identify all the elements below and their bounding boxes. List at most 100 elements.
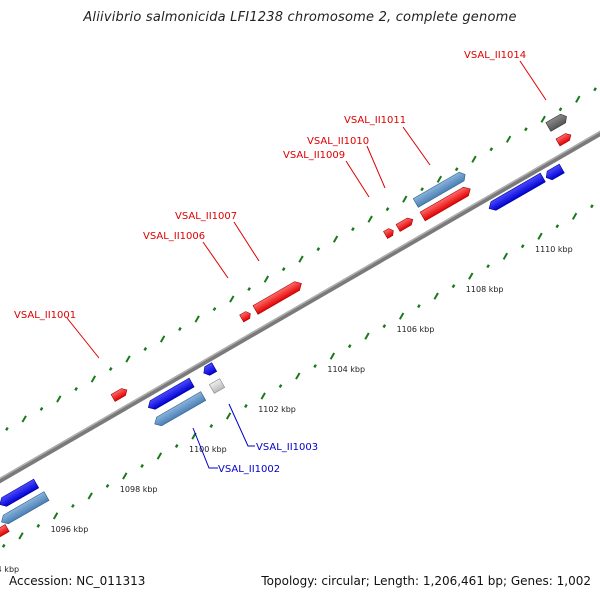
leader-vsal-ii1003 — [228, 403, 255, 447]
major-tick-mark — [229, 295, 235, 303]
gene-feature-forward[interactable] — [419, 185, 473, 222]
gene-label-vsal-ii1010[interactable]: VSAL_II1010 — [307, 136, 369, 147]
gene-label-vsal-ii1003[interactable]: VSAL_II1003 — [256, 442, 318, 453]
major-tick-mark — [364, 332, 370, 340]
major-tick-mark — [540, 115, 546, 123]
gene-feature-vsal-ii1001[interactable] — [110, 387, 129, 402]
gene-labels: VSAL_II1001 VSAL_II1002 VSAL_II1003 VSAL… — [14, 50, 526, 475]
major-tick-mark — [471, 155, 477, 163]
gene-feature-reverse[interactable] — [201, 362, 218, 378]
minor-tick-mark — [593, 87, 597, 92]
gene-feature-reverse[interactable] — [487, 172, 546, 213]
major-tick-mark — [575, 95, 581, 103]
accession-text: Accession: NC_011313 — [9, 574, 146, 588]
minor-tick-mark — [520, 244, 525, 249]
major-tick-mark — [398, 312, 405, 320]
genome-summary-text: Topology: circular; Length: 1,206,461 bp… — [261, 574, 591, 588]
gene-feature-reverse[interactable] — [544, 163, 565, 182]
minor-tick-mark — [454, 167, 459, 172]
chromosome-backbone — [0, 130, 600, 484]
minor-tick-mark — [140, 463, 144, 468]
minor-tick-mark — [281, 267, 286, 272]
minor-tick-mark — [209, 424, 214, 428]
major-tick-mark — [505, 135, 512, 143]
gene-label-vsal-ii1006[interactable]: VSAL_II1006 — [143, 231, 205, 242]
leader-vsal-ii1009 — [345, 160, 370, 198]
major-tick-mark — [159, 335, 166, 343]
gene-feature-reverse[interactable] — [0, 524, 10, 538]
major-tick-mark — [225, 412, 232, 420]
major-tick-mark — [433, 292, 439, 300]
leader-vsal-ii1007 — [233, 221, 260, 262]
gene-feature-vsal-ii1003[interactable] — [208, 378, 226, 394]
gene-feature-vsal-ii1007[interactable] — [252, 279, 304, 315]
minor-tick-mark — [558, 107, 563, 112]
major-tick-mark — [298, 255, 304, 263]
major-tick-mark — [52, 512, 59, 520]
outer-tick-track — [5, 87, 597, 431]
forward-strand-features — [110, 112, 573, 402]
major-tick-mark — [18, 532, 24, 540]
gene-feature-forward[interactable] — [555, 132, 573, 147]
minor-tick-mark — [451, 284, 456, 289]
scale-tick-label: 1100 kbp — [189, 445, 227, 454]
minor-tick-mark — [174, 444, 179, 448]
minor-tick-mark — [524, 127, 528, 132]
gene-label-vsal-ii1002[interactable]: VSAL_II1002 — [218, 464, 280, 475]
leader-vsal-ii1006 — [202, 241, 229, 279]
scale-tick-label: 1108 kbp — [466, 285, 504, 294]
major-tick-mark — [125, 355, 131, 363]
gene-feature-vsal-ii1011[interactable] — [412, 170, 467, 208]
gene-feature-reverse[interactable] — [146, 377, 195, 412]
minor-tick-mark — [143, 347, 148, 351]
minor-tick-mark — [1, 543, 6, 548]
minor-tick-mark — [244, 404, 248, 409]
minor-tick-mark — [36, 523, 41, 528]
minor-tick-mark — [5, 426, 9, 431]
major-tick-mark — [87, 492, 93, 500]
minor-tick-mark — [417, 304, 421, 309]
minor-tick-mark — [316, 247, 321, 252]
gene-feature-vsal-ii1009[interactable] — [383, 227, 396, 239]
minor-tick-mark — [105, 483, 110, 488]
gene-label-vsal-ii1014[interactable]: VSAL_II1014 — [464, 50, 526, 61]
minor-tick-mark — [351, 227, 355, 232]
major-tick-mark — [571, 212, 578, 220]
minor-tick-mark — [385, 207, 390, 212]
leader-vsal-ii1011 — [402, 126, 431, 166]
reverse-strand-features — [0, 163, 565, 538]
scale-tick-label: 1106 kbp — [397, 325, 435, 334]
major-tick-mark — [194, 315, 200, 323]
inner-tick-track — [1, 204, 594, 548]
gene-feature-reverse[interactable] — [0, 478, 40, 509]
scale-tick-label: 1110 kbp — [535, 245, 573, 254]
gene-feature-vsal-ii1010[interactable] — [395, 216, 415, 232]
major-tick-mark — [263, 275, 270, 283]
major-tick-mark — [367, 215, 373, 223]
minor-tick-mark — [178, 327, 182, 332]
leader-vsal-ii1001 — [66, 317, 100, 359]
major-tick-mark — [156, 452, 163, 460]
gene-feature-vsal-ii1002[interactable] — [152, 391, 207, 429]
gene-label-vsal-ii1007[interactable]: VSAL_II1007 — [175, 211, 237, 222]
major-tick-mark — [468, 272, 474, 280]
minor-tick-mark — [555, 224, 560, 229]
minor-tick-mark — [590, 204, 594, 209]
scale-tick-label: 1098 kbp — [120, 485, 158, 494]
gene-feature-reverse[interactable] — [0, 491, 50, 527]
major-tick-mark — [56, 395, 62, 403]
scale-tick-label: 1096 kbp — [51, 525, 89, 534]
minor-tick-mark — [486, 264, 490, 269]
minor-tick-mark — [347, 344, 352, 349]
minor-tick-mark — [212, 307, 217, 312]
gene-feature-vsal-ii1014[interactable] — [545, 112, 569, 132]
scale-tick-label: 1104 kbp — [327, 365, 365, 374]
gene-feature-vsal-ii1006[interactable] — [239, 310, 253, 323]
major-tick-mark — [122, 472, 128, 480]
major-tick-mark — [436, 175, 443, 183]
minor-tick-mark — [108, 367, 113, 371]
gene-label-vsal-ii1011[interactable]: VSAL_II1011 — [344, 115, 406, 126]
gene-label-vsal-ii1001[interactable]: VSAL_II1001 — [14, 310, 76, 321]
gene-label-vsal-ii1009[interactable]: VSAL_II1009 — [283, 150, 345, 161]
minor-tick-mark — [382, 324, 387, 329]
